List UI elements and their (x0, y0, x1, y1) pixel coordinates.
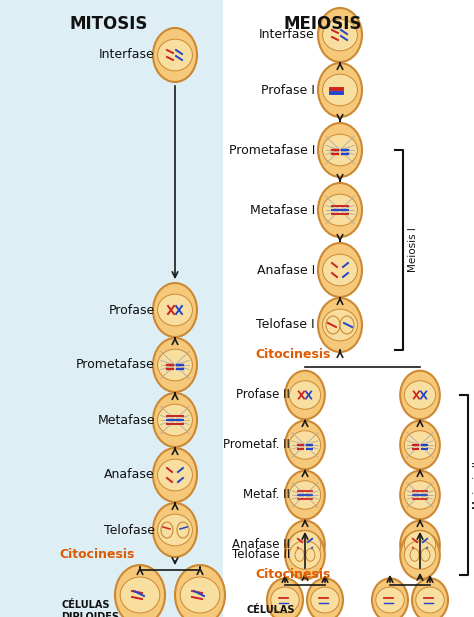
Ellipse shape (153, 503, 197, 557)
Text: Prometaf. II: Prometaf. II (223, 439, 290, 452)
Ellipse shape (289, 481, 321, 509)
Ellipse shape (400, 471, 440, 520)
Text: Metafase: Metafase (97, 413, 155, 426)
Text: Prometafase I: Prometafase I (228, 144, 315, 157)
Ellipse shape (157, 459, 192, 491)
Ellipse shape (323, 74, 357, 106)
Bar (0, 0, 223, 617)
Text: Prometafase: Prometafase (76, 358, 155, 371)
Ellipse shape (416, 587, 444, 613)
Ellipse shape (177, 522, 189, 538)
Ellipse shape (311, 587, 339, 613)
Ellipse shape (289, 381, 321, 409)
Ellipse shape (153, 28, 197, 82)
Ellipse shape (175, 565, 225, 617)
Text: Interfase: Interfase (99, 49, 155, 62)
Text: Metaf. II: Metaf. II (243, 489, 290, 502)
Ellipse shape (326, 316, 340, 334)
Ellipse shape (318, 63, 362, 117)
Ellipse shape (323, 134, 357, 166)
Text: Citocinesis: Citocinesis (60, 549, 135, 561)
Ellipse shape (307, 578, 343, 617)
Text: Profase: Profase (109, 304, 155, 317)
Ellipse shape (318, 8, 362, 62)
Text: Citocinesis: Citocinesis (255, 349, 330, 362)
Ellipse shape (412, 578, 448, 617)
Ellipse shape (295, 549, 304, 561)
Text: Telofase II: Telofase II (232, 549, 290, 561)
Text: Meiosis II: Meiosis II (473, 461, 474, 509)
Text: Anafase II: Anafase II (232, 539, 290, 552)
Ellipse shape (285, 421, 325, 470)
Ellipse shape (323, 194, 357, 226)
Ellipse shape (340, 316, 354, 334)
Text: Profase II: Profase II (236, 389, 290, 402)
Ellipse shape (157, 294, 192, 326)
Ellipse shape (289, 431, 321, 459)
Ellipse shape (285, 471, 325, 520)
Text: Interfase: Interfase (259, 28, 315, 41)
Ellipse shape (120, 577, 160, 613)
Ellipse shape (115, 565, 165, 617)
Ellipse shape (271, 587, 299, 613)
Text: Telofase I: Telofase I (256, 318, 315, 331)
Ellipse shape (153, 448, 197, 502)
Ellipse shape (157, 39, 192, 71)
Ellipse shape (404, 540, 436, 569)
Ellipse shape (323, 19, 357, 51)
Ellipse shape (323, 309, 357, 341)
Ellipse shape (267, 578, 303, 617)
Ellipse shape (306, 549, 315, 561)
Ellipse shape (400, 421, 440, 470)
Ellipse shape (153, 393, 197, 447)
Ellipse shape (404, 381, 436, 409)
Bar (223, 0, 474, 617)
Ellipse shape (157, 349, 192, 381)
Text: MITOSIS: MITOSIS (70, 15, 148, 33)
Text: Telofase: Telofase (104, 523, 155, 537)
Text: CÉLULAS
DIPLOIDES: CÉLULAS DIPLOIDES (62, 600, 119, 617)
Text: Metafase I: Metafase I (250, 204, 315, 217)
Text: Anafase: Anafase (104, 468, 155, 481)
Ellipse shape (421, 549, 430, 561)
Ellipse shape (285, 521, 325, 569)
Ellipse shape (372, 578, 408, 617)
Ellipse shape (400, 521, 440, 569)
Ellipse shape (285, 371, 325, 420)
Text: Anafase I: Anafase I (257, 263, 315, 276)
Ellipse shape (161, 522, 173, 538)
Ellipse shape (376, 587, 404, 613)
Ellipse shape (318, 298, 362, 352)
Text: Citocinesis: Citocinesis (255, 568, 330, 581)
Ellipse shape (153, 283, 197, 337)
Ellipse shape (318, 243, 362, 297)
Ellipse shape (318, 123, 362, 177)
Ellipse shape (410, 549, 419, 561)
Ellipse shape (285, 531, 325, 579)
Ellipse shape (157, 514, 192, 546)
Ellipse shape (404, 431, 436, 459)
Text: Meiosis I: Meiosis I (408, 228, 418, 273)
Ellipse shape (289, 531, 321, 559)
Ellipse shape (180, 577, 220, 613)
Text: CÉLULAS
HAPLOIDES: CÉLULAS HAPLOIDES (246, 605, 309, 617)
Ellipse shape (404, 531, 436, 559)
Ellipse shape (323, 254, 357, 286)
Ellipse shape (404, 481, 436, 509)
Ellipse shape (153, 338, 197, 392)
Text: Profase I: Profase I (261, 83, 315, 96)
Text: MEIOSIS: MEIOSIS (283, 15, 362, 33)
Ellipse shape (289, 540, 321, 569)
Ellipse shape (400, 371, 440, 420)
Ellipse shape (400, 531, 440, 579)
Ellipse shape (157, 404, 192, 436)
Ellipse shape (318, 183, 362, 237)
